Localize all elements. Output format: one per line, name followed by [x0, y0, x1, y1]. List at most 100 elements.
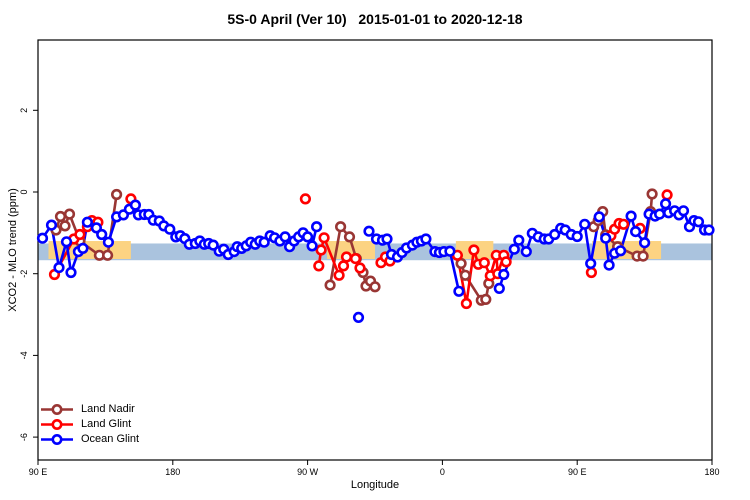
- ocean-glint-point: [444, 245, 456, 257]
- plot-border: [37, 39, 713, 461]
- land-glint-point: [349, 253, 362, 265]
- land-nadir-point: [369, 281, 381, 293]
- land-nadir-point: [324, 279, 336, 291]
- land-nadir-marker-icon: [41, 404, 73, 415]
- ocean-glint-point: [513, 234, 525, 246]
- land-glint-point: [460, 297, 473, 310]
- ocean-glint-point: [45, 219, 58, 231]
- ocean-glint-point: [363, 225, 375, 237]
- y-tick-label: 0: [19, 189, 29, 194]
- ocean-glint-point: [508, 243, 520, 255]
- ocean-glint-point: [164, 223, 176, 235]
- ocean-glint-point: [585, 257, 597, 270]
- ocean-glint-point: [36, 232, 49, 244]
- ocean-glint-point: [96, 228, 108, 241]
- land-nadir-point: [646, 188, 658, 200]
- legend-item-ocean-glint: Ocean Glint: [40, 432, 139, 447]
- land-nadir-point: [335, 221, 347, 233]
- ocean-glint-point: [420, 233, 432, 245]
- land-glint-point: [299, 193, 312, 205]
- land-region-band: [327, 241, 375, 259]
- y-tick-label: -6: [19, 433, 29, 441]
- land-glint-marker-icon: [41, 419, 73, 430]
- ocean-glint-point: [571, 230, 583, 243]
- land-nadir-point: [480, 293, 492, 306]
- land-glint-point: [318, 232, 330, 244]
- ocean-glint-point: [279, 231, 291, 243]
- ocean-glint-point: [129, 199, 141, 211]
- land-nadir-point: [101, 249, 114, 261]
- land-region-band: [48, 241, 131, 259]
- ocean-glint-point: [659, 198, 672, 210]
- ocean-glint-point: [77, 242, 89, 254]
- ocean-glint-point: [311, 221, 323, 233]
- land-nadir-point: [110, 188, 123, 201]
- land-glint-point: [617, 218, 630, 230]
- chart-title: 5S-0 April (Ver 10) 2015-01-01 to 2020-1…: [227, 11, 523, 27]
- ocean-glint-point: [600, 232, 612, 244]
- ocean-glint-point: [614, 245, 627, 257]
- ocean-glint-point: [638, 237, 651, 249]
- ocean-glint-point: [102, 236, 114, 248]
- land-nadir-point: [459, 269, 471, 281]
- land-glint-point: [585, 266, 598, 279]
- land-glint-point: [337, 260, 350, 272]
- x-tick-label: 0: [440, 467, 445, 477]
- legend-label-land-glint: Land Glint: [81, 418, 132, 430]
- ocean-glint-point: [579, 218, 591, 230]
- land-glint-point: [333, 269, 345, 281]
- ocean-glint-point: [677, 205, 690, 217]
- land-glint-point: [313, 260, 325, 272]
- ocean-glint-point: [352, 311, 365, 324]
- land-glint-point: [478, 257, 490, 269]
- legend-item-land-glint: Land Glint: [40, 417, 139, 432]
- ocean-glint-point: [53, 262, 65, 274]
- ocean-glint-marker-icon: [41, 434, 73, 445]
- ocean-glint-point: [306, 240, 318, 252]
- ocean-glint-point: [81, 216, 93, 228]
- x-tick-label: 90 E: [29, 467, 48, 477]
- y-tick-label: -4: [19, 351, 29, 359]
- land-glint-point: [340, 251, 353, 263]
- land-nadir-point: [343, 231, 356, 243]
- land-nadir-point: [59, 220, 71, 232]
- x-tick-label: 90 W: [297, 467, 319, 477]
- ocean-glint-point: [60, 236, 73, 248]
- ocean-glint-point: [381, 233, 393, 245]
- land-nadir-point: [54, 210, 67, 223]
- x-tick-label: 180: [165, 467, 180, 477]
- ocean-glint-point: [603, 259, 615, 271]
- land-nadir-point: [637, 250, 649, 262]
- legend: Land Nadir Land Glint Ocean Glint: [40, 402, 139, 447]
- land-nadir-point: [63, 208, 76, 220]
- ocean-glint-point: [520, 246, 532, 258]
- y-axis-label: XCO2 - MLO trend (ppm): [7, 188, 19, 312]
- ocean-glint-point: [498, 268, 510, 281]
- land-glint-point: [354, 262, 366, 274]
- x-tick-label: 90 E: [568, 467, 587, 477]
- land-glint-point: [500, 256, 512, 268]
- legend-label-land-nadir: Land Nadir: [81, 403, 135, 415]
- y-tick-label: 2: [19, 108, 29, 113]
- ocean-glint-point: [258, 236, 270, 248]
- x-axis-label: Longitude: [350, 479, 400, 491]
- ocean-glint-point: [302, 231, 314, 243]
- ocean-glint-point: [625, 210, 637, 222]
- ocean-glint-point: [453, 285, 465, 297]
- ocean-glint-point: [593, 211, 605, 223]
- land-glint-point: [468, 244, 480, 256]
- x-tick-label: 180: [704, 467, 719, 477]
- land-glint-point: [74, 228, 86, 241]
- ocean-glint-point: [692, 216, 705, 228]
- ocean-glint-point: [65, 266, 77, 279]
- ocean-glint-point: [703, 224, 715, 236]
- land-glint-point: [661, 189, 673, 201]
- ocean-glint-point: [629, 226, 642, 238]
- y-tick-label: -2: [19, 270, 29, 278]
- ocean-glint-point: [653, 208, 666, 220]
- legend-label-ocean-glint: Ocean Glint: [81, 433, 140, 445]
- land-glint-point: [315, 244, 327, 256]
- ocean-glint-point: [493, 282, 505, 295]
